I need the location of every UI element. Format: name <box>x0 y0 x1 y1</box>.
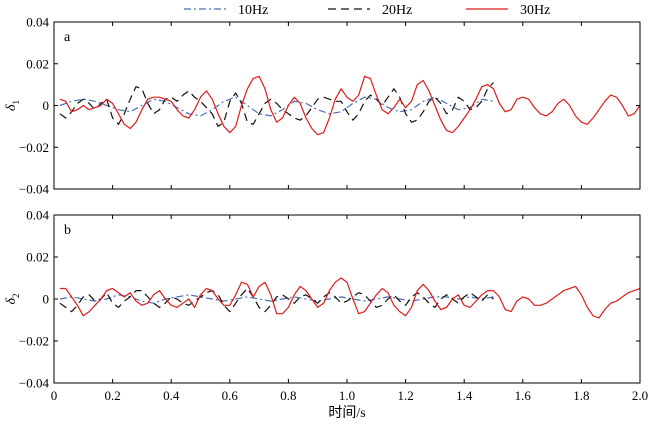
x-tick-label: 0.4 <box>163 388 180 403</box>
x-tick-label: 0 <box>51 388 58 403</box>
y-axis-label: δ1 <box>4 100 21 111</box>
x-tick-label: 2.0 <box>632 388 648 403</box>
y-tick-label: −0.04 <box>19 182 50 197</box>
panel-b: 0 0.2 0.4 0.6 0.8 1.0 1.2 1.4 1.6 1.8 2.0 −0.04 −0.0… <box>4 208 648 422</box>
panel-label: a <box>64 30 71 45</box>
y-tick-label: 0 <box>43 292 50 307</box>
legend: 10Hz 20Hz 30Hz <box>184 3 550 18</box>
y-axis-label-subscript: 2 <box>11 293 21 298</box>
y-axis-label: δ2 <box>4 293 21 304</box>
y-tick-label: 0.02 <box>26 56 49 71</box>
x-axis-label: 时间/s <box>328 405 365 421</box>
y-tick-label: 0.02 <box>26 250 49 265</box>
y-tick-label: 0 <box>43 98 50 113</box>
panel-a: −0.04 −0.02 0 0.02 0.04 a δ1 <box>4 15 641 197</box>
panel-label: b <box>64 223 71 238</box>
series-line-10Hz <box>59 294 494 304</box>
x-tick-label: 1.8 <box>573 388 589 403</box>
legend-label-20Hz: 20Hz <box>382 3 412 18</box>
y-axis-label-subscript: 1 <box>11 100 21 105</box>
x-tick-label: 0.6 <box>222 388 239 403</box>
x-tick-label: 0.8 <box>280 388 296 403</box>
series-line-10Hz <box>59 96 494 117</box>
y-tick-label: −0.04 <box>19 376 50 391</box>
series-line-30Hz <box>59 75 641 136</box>
x-tick-label: 1.4 <box>456 388 473 403</box>
y-tick-label: −0.02 <box>19 334 49 349</box>
x-tick-label: 1.2 <box>397 388 413 403</box>
x-tick-label: 1.0 <box>339 388 355 403</box>
legend-label-10Hz: 10Hz <box>238 3 268 18</box>
y-tick-label: −0.02 <box>19 140 49 155</box>
x-tick-label: 1.6 <box>515 388 532 403</box>
y-tick-label: 0.04 <box>26 208 49 223</box>
legend-label-30Hz: 30Hz <box>520 3 550 18</box>
x-tick-label: 0.2 <box>104 388 120 403</box>
series-line-20Hz <box>59 82 494 128</box>
y-tick-label: 0.04 <box>26 15 49 30</box>
series-line-30Hz <box>59 277 641 319</box>
series-line-20Hz <box>59 287 494 313</box>
